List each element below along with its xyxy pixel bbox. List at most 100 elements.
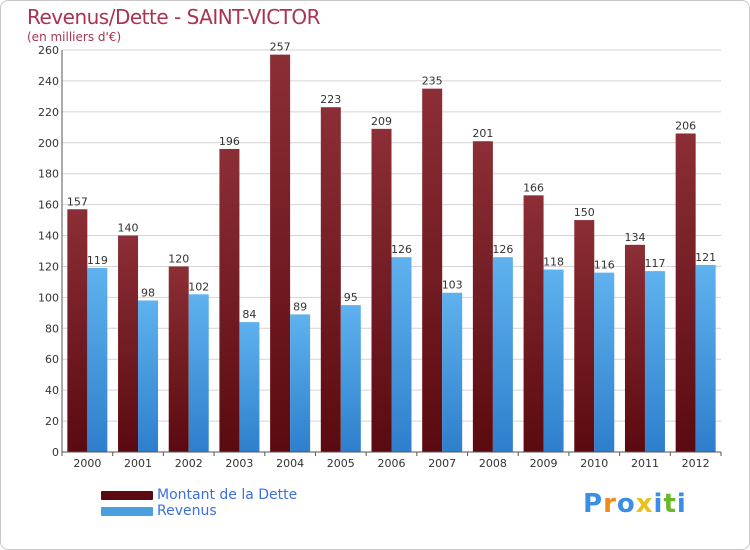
bar-debt xyxy=(118,235,139,452)
data-label-revenue: 121 xyxy=(695,251,716,264)
data-label-revenue: 103 xyxy=(442,279,463,292)
bar-debt xyxy=(675,133,696,452)
bar-revenue xyxy=(695,264,716,452)
bar-revenue xyxy=(543,269,564,452)
y-tick-label: 120 xyxy=(38,260,59,273)
bar-revenue xyxy=(442,292,463,452)
data-label-debt: 134 xyxy=(624,231,645,244)
legend-item-revenue: Revenus xyxy=(101,503,297,519)
legend-swatch-revenue xyxy=(101,506,153,516)
x-tick-label: 2008 xyxy=(479,457,507,470)
data-label-revenue: 119 xyxy=(87,254,108,267)
logo-letter: i xyxy=(653,489,664,519)
bar-debt xyxy=(472,141,493,452)
y-tick-label: 140 xyxy=(38,230,59,243)
data-label-debt: 196 xyxy=(219,135,240,148)
x-tick-label: 2007 xyxy=(428,457,456,470)
y-tick-label: 0 xyxy=(52,446,59,459)
logo-letter: P xyxy=(583,489,604,519)
bar-revenue xyxy=(492,257,513,452)
bar-debt xyxy=(67,209,88,452)
bar-revenue xyxy=(644,271,665,452)
y-tick-label: 40 xyxy=(45,384,59,397)
value-labels: 157 119 140 98 120 102 196 84 257 89 223 95 209 126 23… xyxy=(67,41,716,321)
bars xyxy=(67,54,716,453)
data-label-debt: 140 xyxy=(118,222,139,235)
bar-debt xyxy=(523,195,544,453)
x-tick-label: 2006 xyxy=(378,457,406,470)
x-tick-label: 2011 xyxy=(631,457,659,470)
data-label-revenue: 126 xyxy=(391,243,412,256)
bar-debt xyxy=(320,107,341,452)
logo-letter: o xyxy=(616,489,636,519)
logo-letter: x xyxy=(635,489,654,519)
axes: 0 20 40 60 80 100 120 140 160 180 200 220 240 260 2000… xyxy=(38,44,722,470)
bar-debt xyxy=(371,128,392,452)
y-tick-label: 60 xyxy=(45,353,59,366)
y-tick-label: 20 xyxy=(45,415,59,428)
legend-label-debt: Montant de la Dette xyxy=(157,487,298,503)
data-label-debt: 209 xyxy=(371,115,392,128)
data-label-revenue: 118 xyxy=(543,256,564,269)
x-tick-label: 2000 xyxy=(73,457,101,470)
bar-debt xyxy=(270,54,291,453)
data-label-revenue: 126 xyxy=(492,243,513,256)
data-label-debt: 223 xyxy=(320,93,341,106)
x-tick-label: 2004 xyxy=(276,457,304,470)
bar-revenue xyxy=(391,257,412,452)
data-label-debt: 257 xyxy=(270,41,291,54)
legend-swatch-debt xyxy=(101,490,153,500)
bar-debt xyxy=(219,148,240,452)
bar-revenue xyxy=(188,294,209,452)
y-tick-label: 240 xyxy=(38,75,59,88)
legend-item-debt: Montant de la Dette xyxy=(101,487,297,503)
bar-revenue xyxy=(594,272,615,452)
logo-letter: r xyxy=(603,489,617,519)
data-label-revenue: 102 xyxy=(188,280,209,293)
y-tick-label: 260 xyxy=(38,44,59,57)
x-tick-label: 2009 xyxy=(530,457,558,470)
bar-revenue xyxy=(290,314,311,452)
data-label-debt: 201 xyxy=(472,127,493,140)
bar-debt xyxy=(168,266,189,452)
data-label-revenue: 89 xyxy=(293,300,307,313)
x-tick-label: 2010 xyxy=(580,457,608,470)
legend-label-revenue: Revenus xyxy=(157,503,217,519)
logo-letter: i xyxy=(676,489,687,519)
bar-debt xyxy=(624,244,645,452)
y-tick-label: 220 xyxy=(38,106,59,119)
bar-debt xyxy=(422,88,443,453)
y-tick-label: 200 xyxy=(38,137,59,150)
data-label-debt: 120 xyxy=(168,252,189,265)
data-label-debt: 206 xyxy=(675,119,696,132)
bar-debt xyxy=(574,220,595,452)
x-tick-label: 2003 xyxy=(225,457,253,470)
y-tick-label: 160 xyxy=(38,199,59,212)
bar-revenue xyxy=(340,305,361,452)
x-tick-label: 2005 xyxy=(327,457,355,470)
bar-revenue xyxy=(138,300,159,452)
logo-letter: t xyxy=(663,489,677,519)
data-label-revenue: 116 xyxy=(594,259,615,272)
data-label-debt: 166 xyxy=(523,181,544,194)
y-tick-label: 80 xyxy=(45,322,59,335)
x-tick-label: 2002 xyxy=(175,457,203,470)
data-label-revenue: 98 xyxy=(141,286,155,299)
chart-subtitle: (en milliers d'€) xyxy=(27,30,122,44)
bar-revenue xyxy=(87,268,108,452)
data-label-debt: 235 xyxy=(422,75,443,88)
data-label-debt: 157 xyxy=(67,195,88,208)
data-label-revenue: 95 xyxy=(344,291,358,304)
x-tick-label: 2001 xyxy=(124,457,152,470)
data-label-revenue: 117 xyxy=(644,257,665,270)
proxiti-logo: Proxiti xyxy=(583,489,687,519)
y-tick-label: 180 xyxy=(38,168,59,181)
chart-title: Revenus/Dette - SAINT-VICTOR xyxy=(27,5,321,29)
legend: Montant de la Dette Revenus xyxy=(101,487,297,519)
x-tick-label: 2012 xyxy=(682,457,710,470)
y-tick-label: 100 xyxy=(38,291,59,304)
bar-revenue xyxy=(239,322,260,452)
data-label-revenue: 84 xyxy=(242,308,256,321)
